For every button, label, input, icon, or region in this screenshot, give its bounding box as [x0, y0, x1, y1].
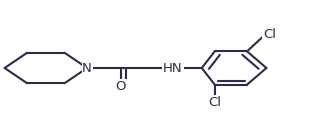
Text: Cl: Cl	[208, 96, 221, 109]
Text: N: N	[82, 61, 92, 75]
Text: O: O	[116, 80, 126, 93]
Text: HN: HN	[163, 61, 183, 75]
Text: Cl: Cl	[263, 28, 276, 41]
